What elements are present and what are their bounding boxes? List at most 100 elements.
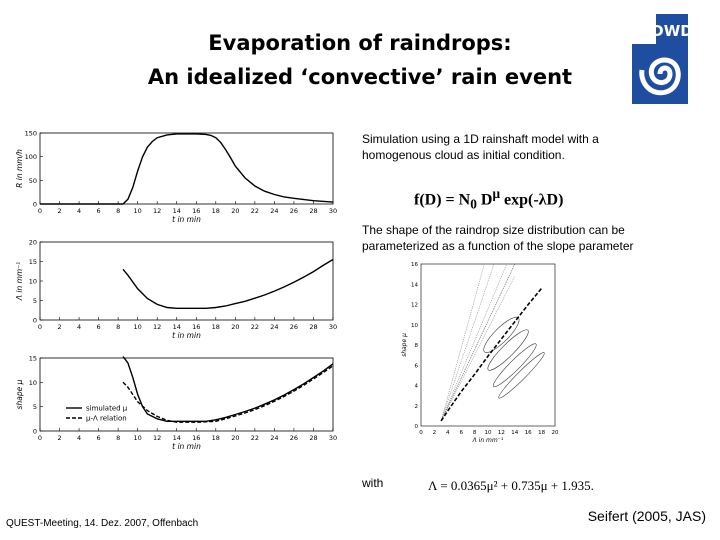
- series-line-1: [40, 133, 334, 205]
- x-tick-label: 28: [309, 323, 317, 331]
- x-tick-label: 28: [309, 434, 317, 442]
- y-tick-label: 0: [33, 201, 37, 209]
- y-axis-label: R in mm/h: [15, 149, 24, 188]
- x-tick-label: 16: [192, 207, 200, 215]
- x-tick-label: 10: [134, 434, 142, 442]
- x-tick-label: 28: [309, 207, 317, 215]
- y-tick-label: 10: [29, 379, 37, 387]
- y-tick-label: 16: [411, 262, 418, 268]
- mu-lambda-chart: 0 2 4 6 8 10 12 14 16 18 20 0 2 4 6 8 10 12 14 16 Λ in mm⁻¹ s…: [401, 262, 559, 443]
- x-tick-label: 30: [329, 434, 337, 442]
- x-tick-label: 30: [329, 323, 337, 331]
- x-axis-label: Λ in mm⁻¹: [472, 437, 504, 443]
- contour-ellipse-2: [487, 329, 529, 371]
- y-tick-label: 12: [411, 303, 418, 309]
- y-axis-label: shape μ: [15, 379, 24, 409]
- series-line-1: [122, 356, 334, 423]
- y-tick-label: 50: [29, 177, 37, 185]
- model-line-1: [440, 276, 516, 422]
- x-tick-label: 24: [270, 323, 278, 331]
- x-tick-label: 0: [38, 434, 42, 442]
- logo-top-box: [656, 14, 688, 44]
- x-tick-label: 12: [153, 323, 161, 331]
- y-tick-label: 0: [33, 317, 37, 325]
- x-tick-label: 20: [231, 323, 239, 331]
- x-tick-label: 18: [212, 434, 220, 442]
- formula-part-2: D: [476, 191, 493, 209]
- x-tick-label: 6: [97, 434, 101, 442]
- x-tick-label: 16: [192, 323, 200, 331]
- formula-part-1: f(D) = N: [414, 191, 471, 209]
- shape-parameter-text: The shape of the raindrop size distribut…: [362, 223, 634, 253]
- x-tick-label: 8: [473, 430, 477, 436]
- x-tick-label: 12: [153, 434, 161, 442]
- y-tick-label: 15: [29, 355, 37, 363]
- x-tick-label: 6: [97, 207, 101, 215]
- x-tick-label: 2: [57, 434, 61, 442]
- y-tick-label: 10: [29, 278, 37, 286]
- y-tick-label: 100: [25, 153, 37, 161]
- x-tick-label: 14: [511, 430, 518, 436]
- x-tick-label: 20: [231, 207, 239, 215]
- y-tick-label: 5: [33, 403, 37, 411]
- contour-ellipse-4: [498, 352, 545, 399]
- x-tick-label: 14: [173, 207, 181, 215]
- x-tick-label: 4: [446, 430, 450, 436]
- x-tick-label: 0: [38, 207, 42, 215]
- x-tick-label: 16: [525, 430, 532, 436]
- x-tick-label: 0: [419, 430, 423, 436]
- logo-spiral-icon: [639, 57, 681, 96]
- y-tick-label: 20: [29, 239, 37, 247]
- distribution-formula: f(D) = N0 Dμ exp(-λD): [414, 186, 563, 213]
- y-tick-label: 8: [415, 343, 419, 349]
- title-line-2: An idealized ‘convective’ rain event: [147, 65, 573, 89]
- x-tick-label: 20: [552, 430, 559, 436]
- series-line-1: [122, 258, 334, 310]
- title-line-1: Evaporation of raindrops:: [208, 31, 512, 55]
- x-tick-label: 18: [212, 323, 220, 331]
- contour-ellipse-3: [492, 343, 537, 388]
- legend-relation-label: μ-Λ relation: [86, 415, 127, 423]
- x-tick-label: 24: [270, 207, 278, 215]
- x-tick-label: 2: [433, 430, 437, 436]
- x-tick-label: 2: [57, 207, 61, 215]
- formula-part-3: exp(-λD): [500, 191, 564, 209]
- x-tick-label: 8: [116, 323, 120, 331]
- x-axis-label: t in min: [172, 331, 201, 340]
- x-tick-label: 8: [116, 434, 120, 442]
- y-tick-label: 6: [415, 363, 419, 369]
- simulation-text: Simulation using a 1D rainshaft model wi…: [362, 132, 599, 162]
- x-tick-label: 22: [251, 434, 259, 442]
- x-tick-label: 10: [485, 430, 492, 436]
- x-tick-label: 6: [459, 430, 463, 436]
- x-tick-label: 14: [173, 434, 181, 442]
- y-tick-label: 10: [411, 323, 418, 329]
- x-tick-label: 4: [77, 434, 81, 442]
- x-axis-label: t in min: [172, 215, 201, 222]
- x-tick-label: 30: [329, 207, 337, 215]
- x-tick-label: 4: [77, 207, 81, 215]
- y-tick-label: 2: [415, 404, 419, 410]
- x-tick-label: 18: [538, 430, 545, 436]
- y-tick-label: 15: [29, 258, 37, 266]
- fit-line: [440, 287, 543, 422]
- y-tick-label: 0: [415, 424, 419, 430]
- x-tick-label: 26: [290, 207, 298, 215]
- y-tick-label: 150: [25, 130, 37, 138]
- model-line-4: [440, 263, 516, 422]
- plot-frame: [420, 263, 556, 427]
- with-label: with: [362, 476, 384, 490]
- x-tick-label: 26: [290, 323, 298, 331]
- x-tick-label: 22: [251, 323, 259, 331]
- x-tick-label: 18: [212, 207, 220, 215]
- y-tick-label: 4: [415, 384, 419, 390]
- lambda-relation: Λ = 0.0365μ² + 0.735μ + 1.935.: [428, 478, 594, 493]
- x-tick-label: 6: [97, 323, 101, 331]
- legend-simulated-label: simulated μ: [86, 405, 128, 413]
- plot-frame: [39, 132, 334, 205]
- y-tick-label: 0: [33, 428, 37, 436]
- x-tick-label: 16: [192, 434, 200, 442]
- logo-text: DWD: [651, 22, 690, 40]
- x-tick-label: 26: [290, 434, 298, 442]
